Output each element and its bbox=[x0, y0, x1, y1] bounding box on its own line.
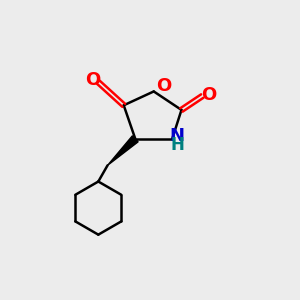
Polygon shape bbox=[108, 136, 138, 165]
Text: O: O bbox=[157, 77, 172, 95]
Text: H: H bbox=[170, 136, 184, 154]
Text: O: O bbox=[85, 71, 100, 89]
Text: N: N bbox=[170, 127, 185, 145]
Text: O: O bbox=[201, 86, 216, 104]
